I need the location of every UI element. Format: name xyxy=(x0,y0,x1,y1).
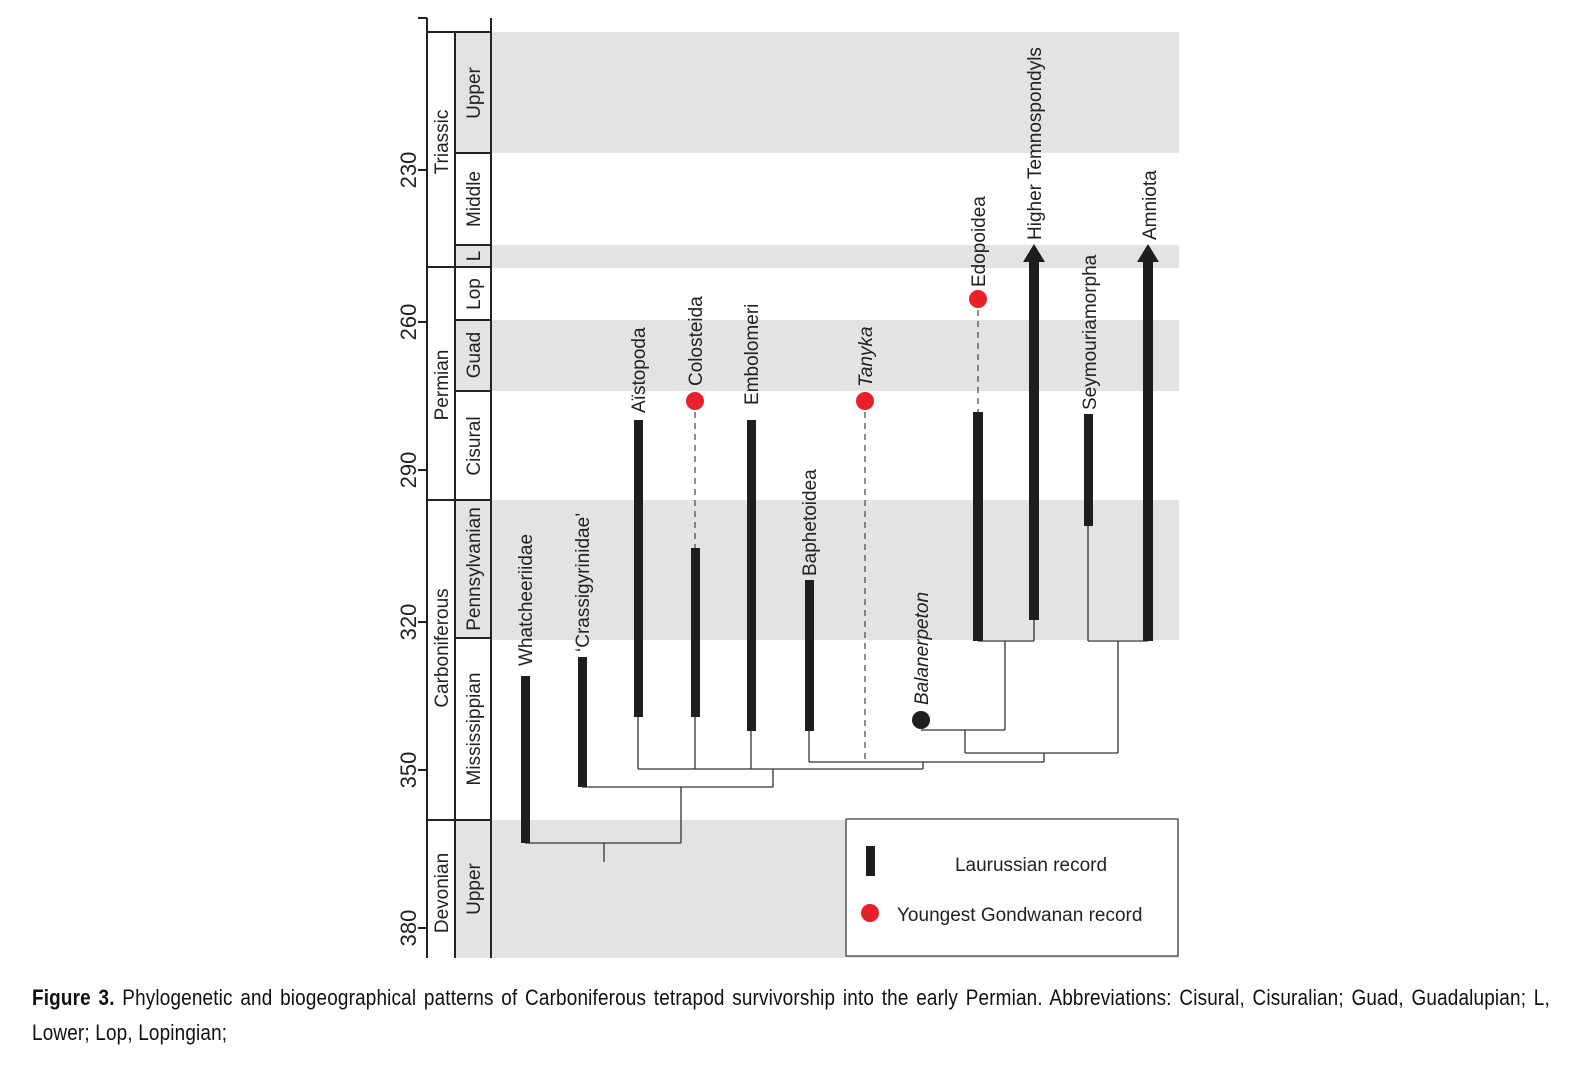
legend-red-dot-icon xyxy=(861,904,879,922)
point-balanerpeton xyxy=(912,711,930,729)
label-colosteida: Colosteida xyxy=(686,296,707,386)
caption-label: Figure 3. xyxy=(32,985,115,1010)
ghost-lineages xyxy=(694,299,979,762)
period-carboniferous: Carboniferous xyxy=(432,588,453,707)
arrow-higher-temnospondyls xyxy=(1023,244,1045,262)
period-devonian: Devonian xyxy=(432,853,453,933)
cell-lower xyxy=(455,245,491,267)
cell-guad xyxy=(455,320,491,391)
cell-upper-devonian xyxy=(455,820,491,958)
label-balanerpeton: Balanerpeton xyxy=(912,592,933,705)
epoch-pennsylvanian: Pennsylvanian xyxy=(464,507,485,631)
tick-label-230: 230 xyxy=(396,152,421,189)
band-pennsylvanian xyxy=(491,500,1179,640)
phylogeny-diagram: 230 260 290 320 350 380 Triassic Permian… xyxy=(396,17,1179,958)
red-dot-colosteida xyxy=(686,392,704,410)
period-triassic: Triassic xyxy=(432,110,453,175)
bar-colosteida xyxy=(691,548,700,717)
band-lower-triassic xyxy=(491,245,1179,268)
arrow-amniota xyxy=(1137,244,1159,262)
band-upper-triassic xyxy=(491,32,1179,153)
label-amniota: Amniota xyxy=(1140,170,1161,240)
label-aistopoda: Aïstopoda xyxy=(629,327,650,413)
legend-bar-icon xyxy=(866,846,875,876)
bar-aistopoda xyxy=(634,420,643,717)
bar-crassigyrinidae xyxy=(578,657,587,787)
period-permian: Permian xyxy=(432,350,453,421)
caption-text: Phylogenetic and biogeographical pattern… xyxy=(32,985,1550,1045)
gondwanan-records xyxy=(686,290,987,410)
red-dot-tanyka xyxy=(856,392,874,410)
bar-edopoidea xyxy=(973,412,983,641)
legend: Laurussian record Youngest Gondwanan rec… xyxy=(845,818,1179,957)
legend-laurussian: Laurussian record xyxy=(955,855,1107,876)
range-bars xyxy=(521,244,1159,843)
bar-seymouriamorpha xyxy=(1084,414,1093,526)
epoch-lop: Lop xyxy=(464,278,485,310)
tick-label-320: 320 xyxy=(396,604,421,641)
legend-gondwanan: Youngest Gondwanan record xyxy=(897,905,1142,926)
cell-upper-triassic xyxy=(455,32,491,153)
tick-label-290: 290 xyxy=(396,452,421,489)
epoch-cisural: Cisural xyxy=(464,416,485,475)
label-seymouriamorpha: Seymouriamorpha xyxy=(1080,254,1101,410)
time-scale xyxy=(418,17,492,958)
bar-higher-temnospondyls xyxy=(1029,258,1039,620)
tick-label-350: 350 xyxy=(396,752,421,789)
epoch-middle: Middle xyxy=(464,171,485,227)
tick-label-260: 260 xyxy=(396,304,421,341)
label-tanyka: Tanyka xyxy=(856,326,877,387)
cell-penn xyxy=(455,500,491,638)
figure-caption: Figure 3. Phylogenetic and biogeographic… xyxy=(32,980,1550,1050)
epoch-guad: Guad xyxy=(464,332,485,378)
bar-whatcheeriidae xyxy=(521,676,530,843)
label-higher-temnospondyls: Higher Temnospondyls xyxy=(1025,47,1046,240)
label-edopoidea: Edopoidea xyxy=(969,196,990,287)
epoch-mississippian: Mississippian xyxy=(464,673,485,786)
label-whatcheeriidae: Whatcheeriidae xyxy=(516,534,537,666)
epoch-upper-triassic: Upper xyxy=(464,66,485,118)
legend-box xyxy=(845,818,1179,957)
bar-amniota xyxy=(1143,258,1153,641)
bar-embolomeri xyxy=(747,420,756,731)
tick-label-380: 380 xyxy=(396,910,421,947)
red-dot-edopoidea xyxy=(969,290,987,308)
label-crassigyrinidae: ‘Crassigyrinidae’ xyxy=(573,513,594,652)
tree-branches xyxy=(525,526,1148,862)
label-baphetoidea: Baphetoidea xyxy=(800,469,821,576)
epoch-lower: L xyxy=(464,251,485,262)
label-embolomeri: Embolomeri xyxy=(742,304,763,405)
epoch-upper-devonian: Upper xyxy=(464,862,485,914)
bar-baphetoidea xyxy=(805,580,814,731)
band-guadalupian xyxy=(491,320,1179,391)
